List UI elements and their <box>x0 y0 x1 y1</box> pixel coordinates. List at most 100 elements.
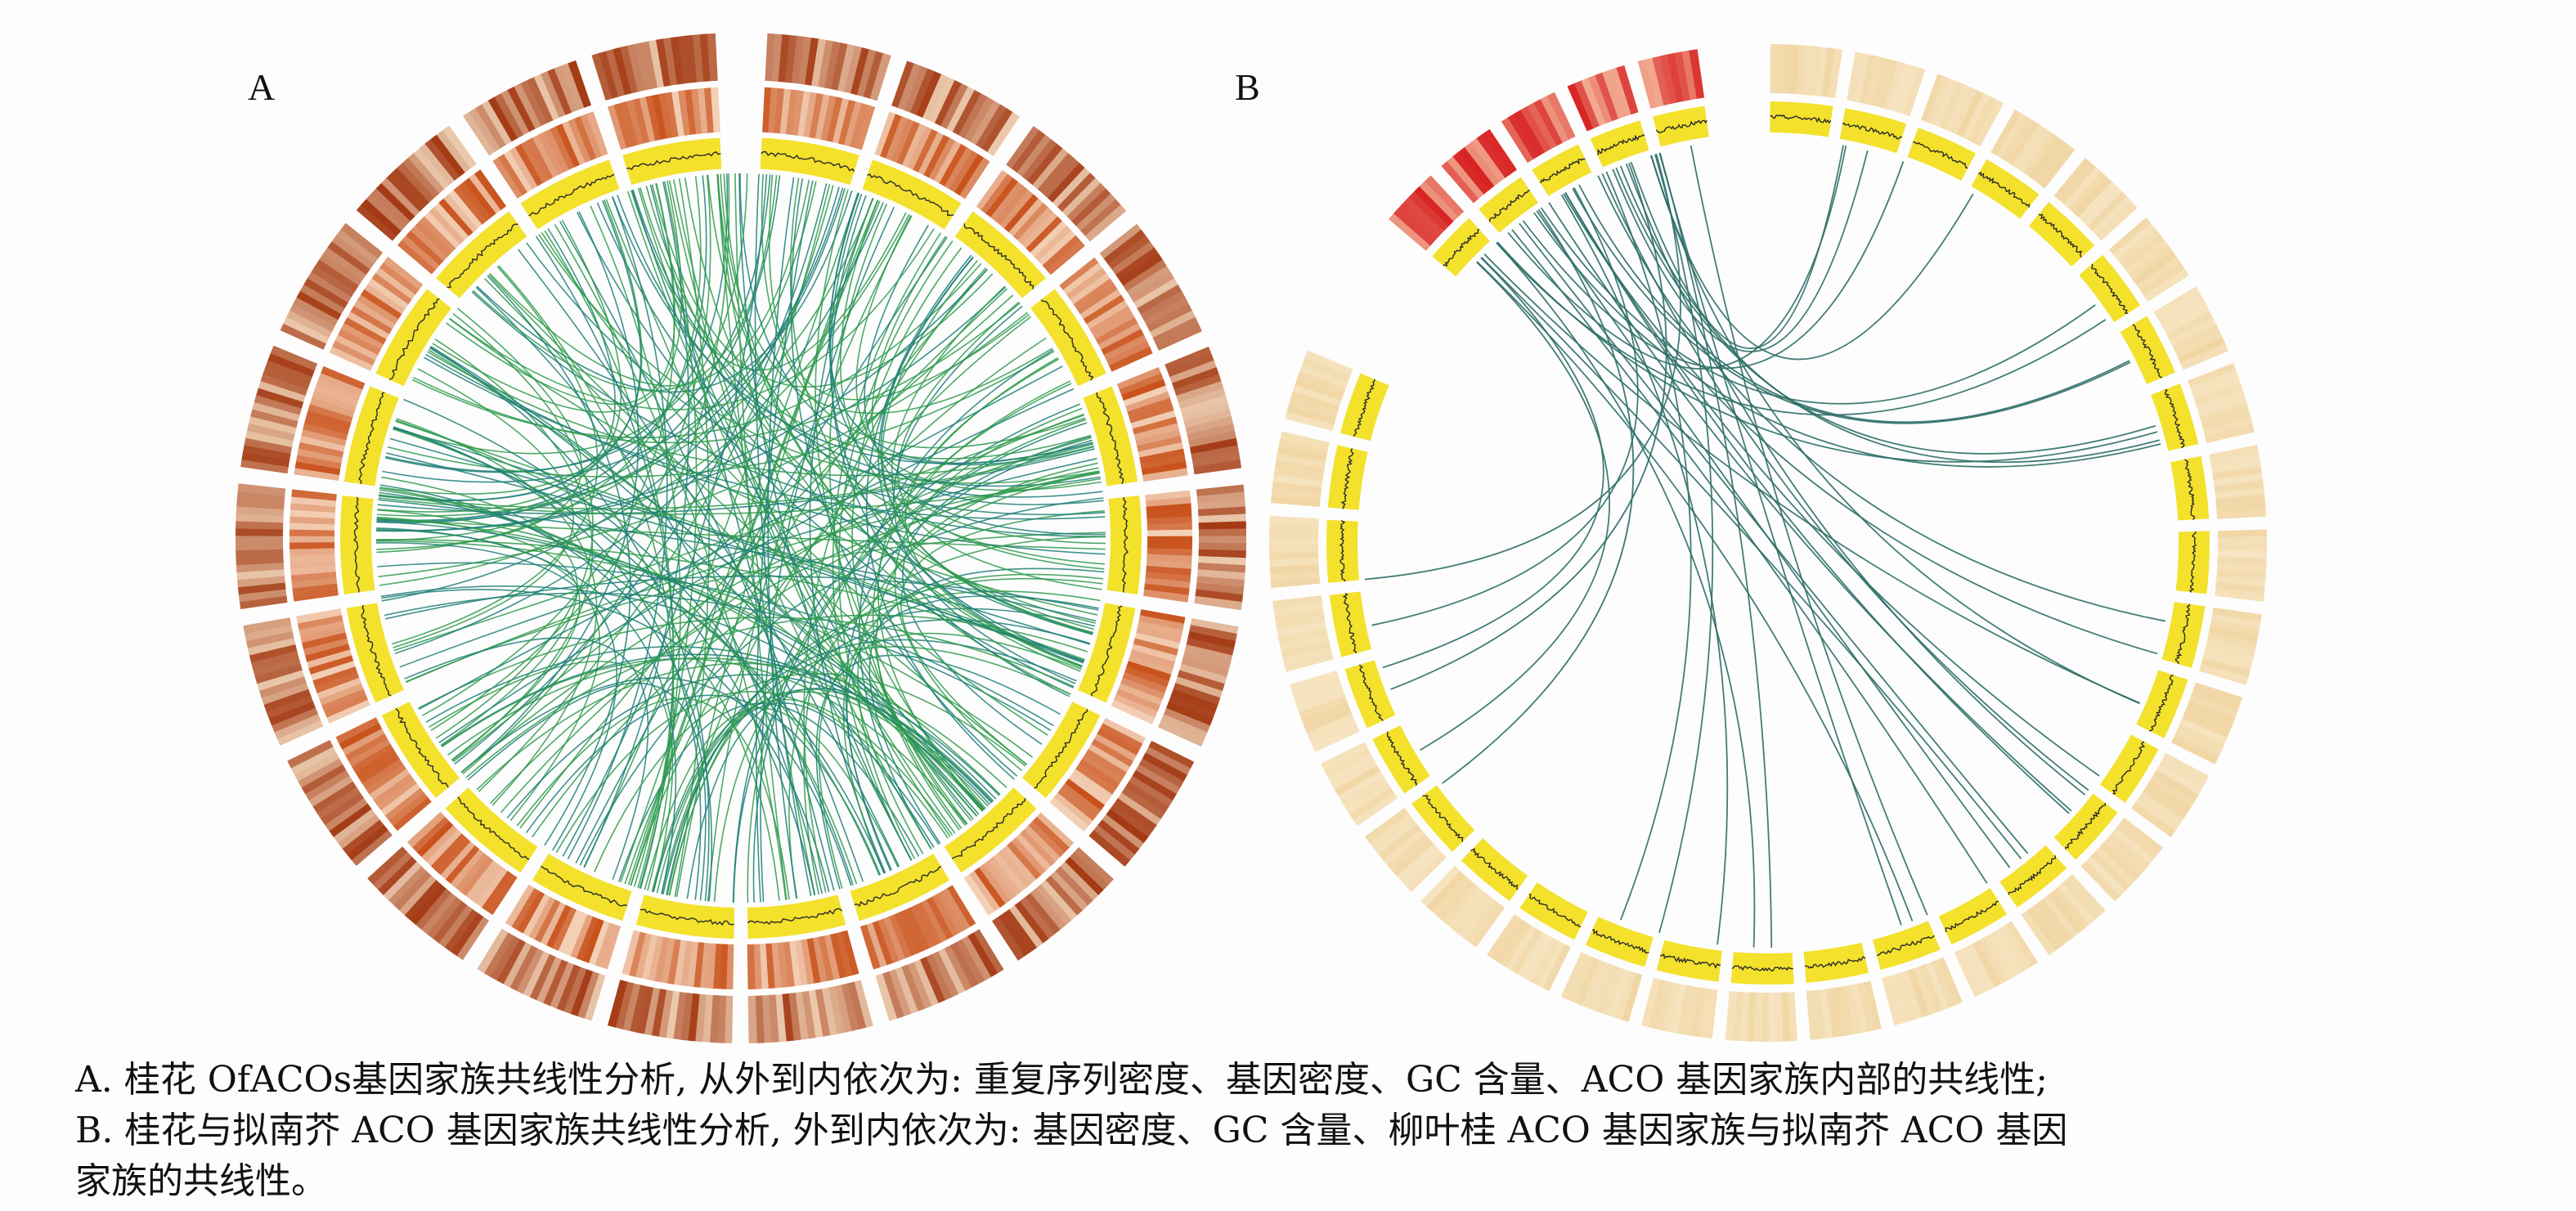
gc-track-segment <box>850 853 950 922</box>
collinearity-link <box>1650 155 1974 361</box>
circos-panel-a: A <box>236 33 1247 1043</box>
repeat-density-segment <box>1006 126 1127 242</box>
gc-track-segment <box>346 603 404 703</box>
collinearity-link <box>877 254 1083 667</box>
gc-track-segment <box>1106 496 1142 594</box>
osmanthus-gene-density-segment <box>1290 671 1360 752</box>
collinearity-link <box>1605 171 1692 921</box>
repeat-density-segment <box>1194 484 1247 611</box>
collinearity-link <box>478 185 834 792</box>
collinearity-link <box>617 195 1103 498</box>
gc-track-segment <box>1432 218 1490 277</box>
gc-track-segment <box>1340 373 1389 442</box>
collinearity-link <box>846 595 1099 871</box>
collinearity-link <box>541 231 1048 736</box>
collinearity-link <box>818 632 1082 889</box>
collinearity-link <box>1476 261 1914 922</box>
osmanthus-gene-density-segment <box>2080 817 2164 902</box>
gene-density-ring-b <box>1268 44 2267 1043</box>
collinearity-link <box>376 527 677 895</box>
collinearity-link <box>1507 146 1847 370</box>
caption-line-3: 家族的共线性。 <box>75 1160 327 1202</box>
collinearity-link <box>1371 187 1639 626</box>
repeat-density-segment <box>236 483 288 609</box>
gc-track-segment <box>2170 455 2210 521</box>
collinearity-link <box>430 174 711 731</box>
collinearity-link <box>891 285 1093 635</box>
collinearity-link <box>828 192 1106 536</box>
gc-track-segment <box>1803 942 1869 983</box>
collinearity-link <box>404 637 649 880</box>
collinearity-link <box>630 337 1047 886</box>
collinearity-link <box>829 193 1084 663</box>
collinearity-link <box>427 351 1094 477</box>
collinearity-link <box>767 177 798 899</box>
gc-track-segment <box>1652 105 1709 147</box>
gc-track-segment <box>1999 845 2067 908</box>
osmanthus-gene-density-segment <box>2199 607 2262 685</box>
repeat-density-ring <box>236 33 1247 1043</box>
gc-track-segment <box>1590 120 1649 168</box>
arabidopsis-gene-density-segment <box>1441 128 1517 204</box>
panel-label-b: B <box>1235 66 1260 108</box>
gc-track-segment <box>2120 316 2176 384</box>
repeat-density-segment <box>287 739 393 866</box>
arabidopsis-gene-density-segment <box>1389 175 1465 251</box>
osmanthus-gene-density-segment <box>2053 158 2138 241</box>
osmanthus-gene-density-segment <box>2108 217 2189 303</box>
arabidopsis-gene-density-segment <box>1567 65 1639 132</box>
gene-density-segment <box>874 111 990 200</box>
gc-track-segment <box>520 159 620 230</box>
collinearity-link <box>506 674 991 819</box>
collinearity-link <box>640 187 1092 460</box>
repeat-density-segment <box>477 928 606 1021</box>
collinearity-link <box>418 366 1063 711</box>
collinearity-link <box>882 260 1093 635</box>
collinearity-link <box>837 240 954 854</box>
osmanthus-gene-density-segment <box>1270 431 1330 507</box>
collinearity-link <box>487 275 631 846</box>
collinearity-link <box>1496 242 1756 948</box>
collinearity-link <box>471 291 1106 538</box>
collinearity-link <box>840 200 1105 570</box>
repeat-density-segment <box>607 980 734 1043</box>
gene-density-segment <box>492 111 608 199</box>
gene-density-segment <box>505 884 622 970</box>
collinearity-link <box>707 215 913 902</box>
osmanthus-gene-density-segment <box>1272 594 1334 672</box>
collinearity-link <box>376 175 707 522</box>
collinearity-link <box>754 173 812 896</box>
collinearity-link <box>462 173 730 775</box>
collinearity-link <box>378 200 642 501</box>
gc-track-segment <box>1585 917 1654 967</box>
collinearity-link <box>413 303 1021 444</box>
gene-density-segment <box>296 608 370 724</box>
collinearity-link <box>376 521 997 800</box>
repeat-density-segment <box>463 60 591 156</box>
gc-track-segment <box>954 211 1046 298</box>
gc-track-segment <box>1083 386 1138 487</box>
collinearity-link <box>1364 154 1681 581</box>
collinearity-link <box>418 617 1075 709</box>
collinearity-link <box>760 206 895 903</box>
collinearity-link <box>1442 209 1635 784</box>
collinearity-link <box>378 499 1097 622</box>
gc-track-segment <box>436 211 527 298</box>
osmanthus-gene-density-segment <box>1268 515 1321 589</box>
repeat-density-segment <box>875 929 1004 1021</box>
gc-track-segment <box>1907 128 1977 182</box>
osmanthus-gene-density-segment <box>1990 109 2076 189</box>
gene-density-segment <box>1059 257 1153 372</box>
osmanthus-gene-density-segment <box>1882 957 1963 1026</box>
gc-track-segment <box>1938 888 2008 945</box>
gc-track-segment <box>1326 519 1360 583</box>
gc-track-segment <box>445 787 538 873</box>
repeat-density-segment <box>1165 346 1242 475</box>
collinearity-link <box>828 203 968 825</box>
collinearity-link <box>789 177 1095 630</box>
caption-line-2: B. 桂花与拟南芥 ACO 基因家族共线性分析, 外到内依次为: 基因密度、GC… <box>75 1110 2068 1151</box>
collinearity-link <box>575 236 948 864</box>
collinearity-link <box>871 235 1106 545</box>
collinearity-link <box>393 426 1084 664</box>
collinearity-link <box>382 187 844 483</box>
